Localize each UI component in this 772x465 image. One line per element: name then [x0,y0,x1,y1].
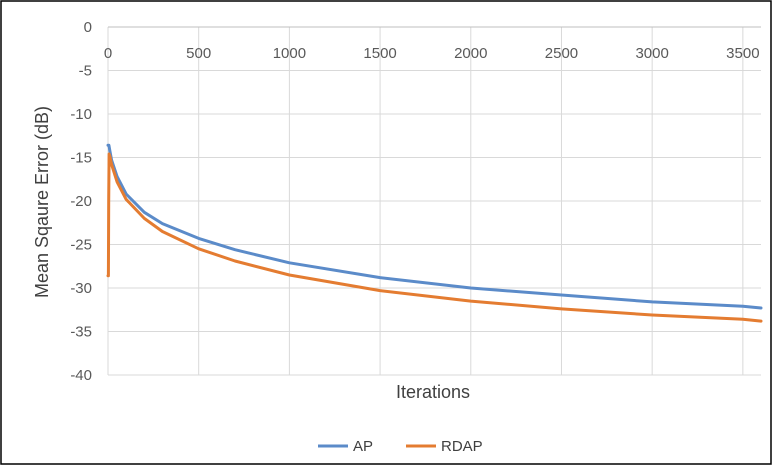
y-tick-label: 0 [84,19,92,36]
x-tick-label: 2000 [454,45,487,62]
y-tick-label: -25 [70,237,92,254]
y-tick-label: -20 [70,193,92,210]
y-axis-title: Mean Sqaure Error (dB) [32,106,52,298]
x-axis-title: Iterations [396,382,470,402]
y-tick-labels: 0 -5 -10 -15 -20 -25 -30 -35 -40 [70,19,92,384]
x-tick-labels: 0 500 1000 1500 2000 2500 3000 3500 [104,45,760,62]
y-tick-label: -40 [70,367,92,384]
x-tick-label: 2500 [545,45,578,62]
x-tick-label: 1000 [273,45,306,62]
y-tick-label: -15 [70,150,92,167]
y-tick-label: -35 [70,324,92,341]
series-line-rdap [106,152,763,323]
y-tick-label: -10 [70,106,92,123]
x-tick-label: 500 [186,45,211,62]
x-tick-label: 3500 [726,45,759,62]
x-tick-label: 3000 [635,45,668,62]
y-tick-label: -5 [79,63,92,80]
y-tick-label: -30 [70,280,92,297]
legend: AP RDAP [318,438,483,455]
x-tick-label: 0 [104,45,112,62]
legend-label-ap: AP [353,438,373,455]
series-lines [106,143,763,323]
legend-label-rdap: RDAP [441,438,483,455]
x-tick-label: 1500 [363,45,396,62]
